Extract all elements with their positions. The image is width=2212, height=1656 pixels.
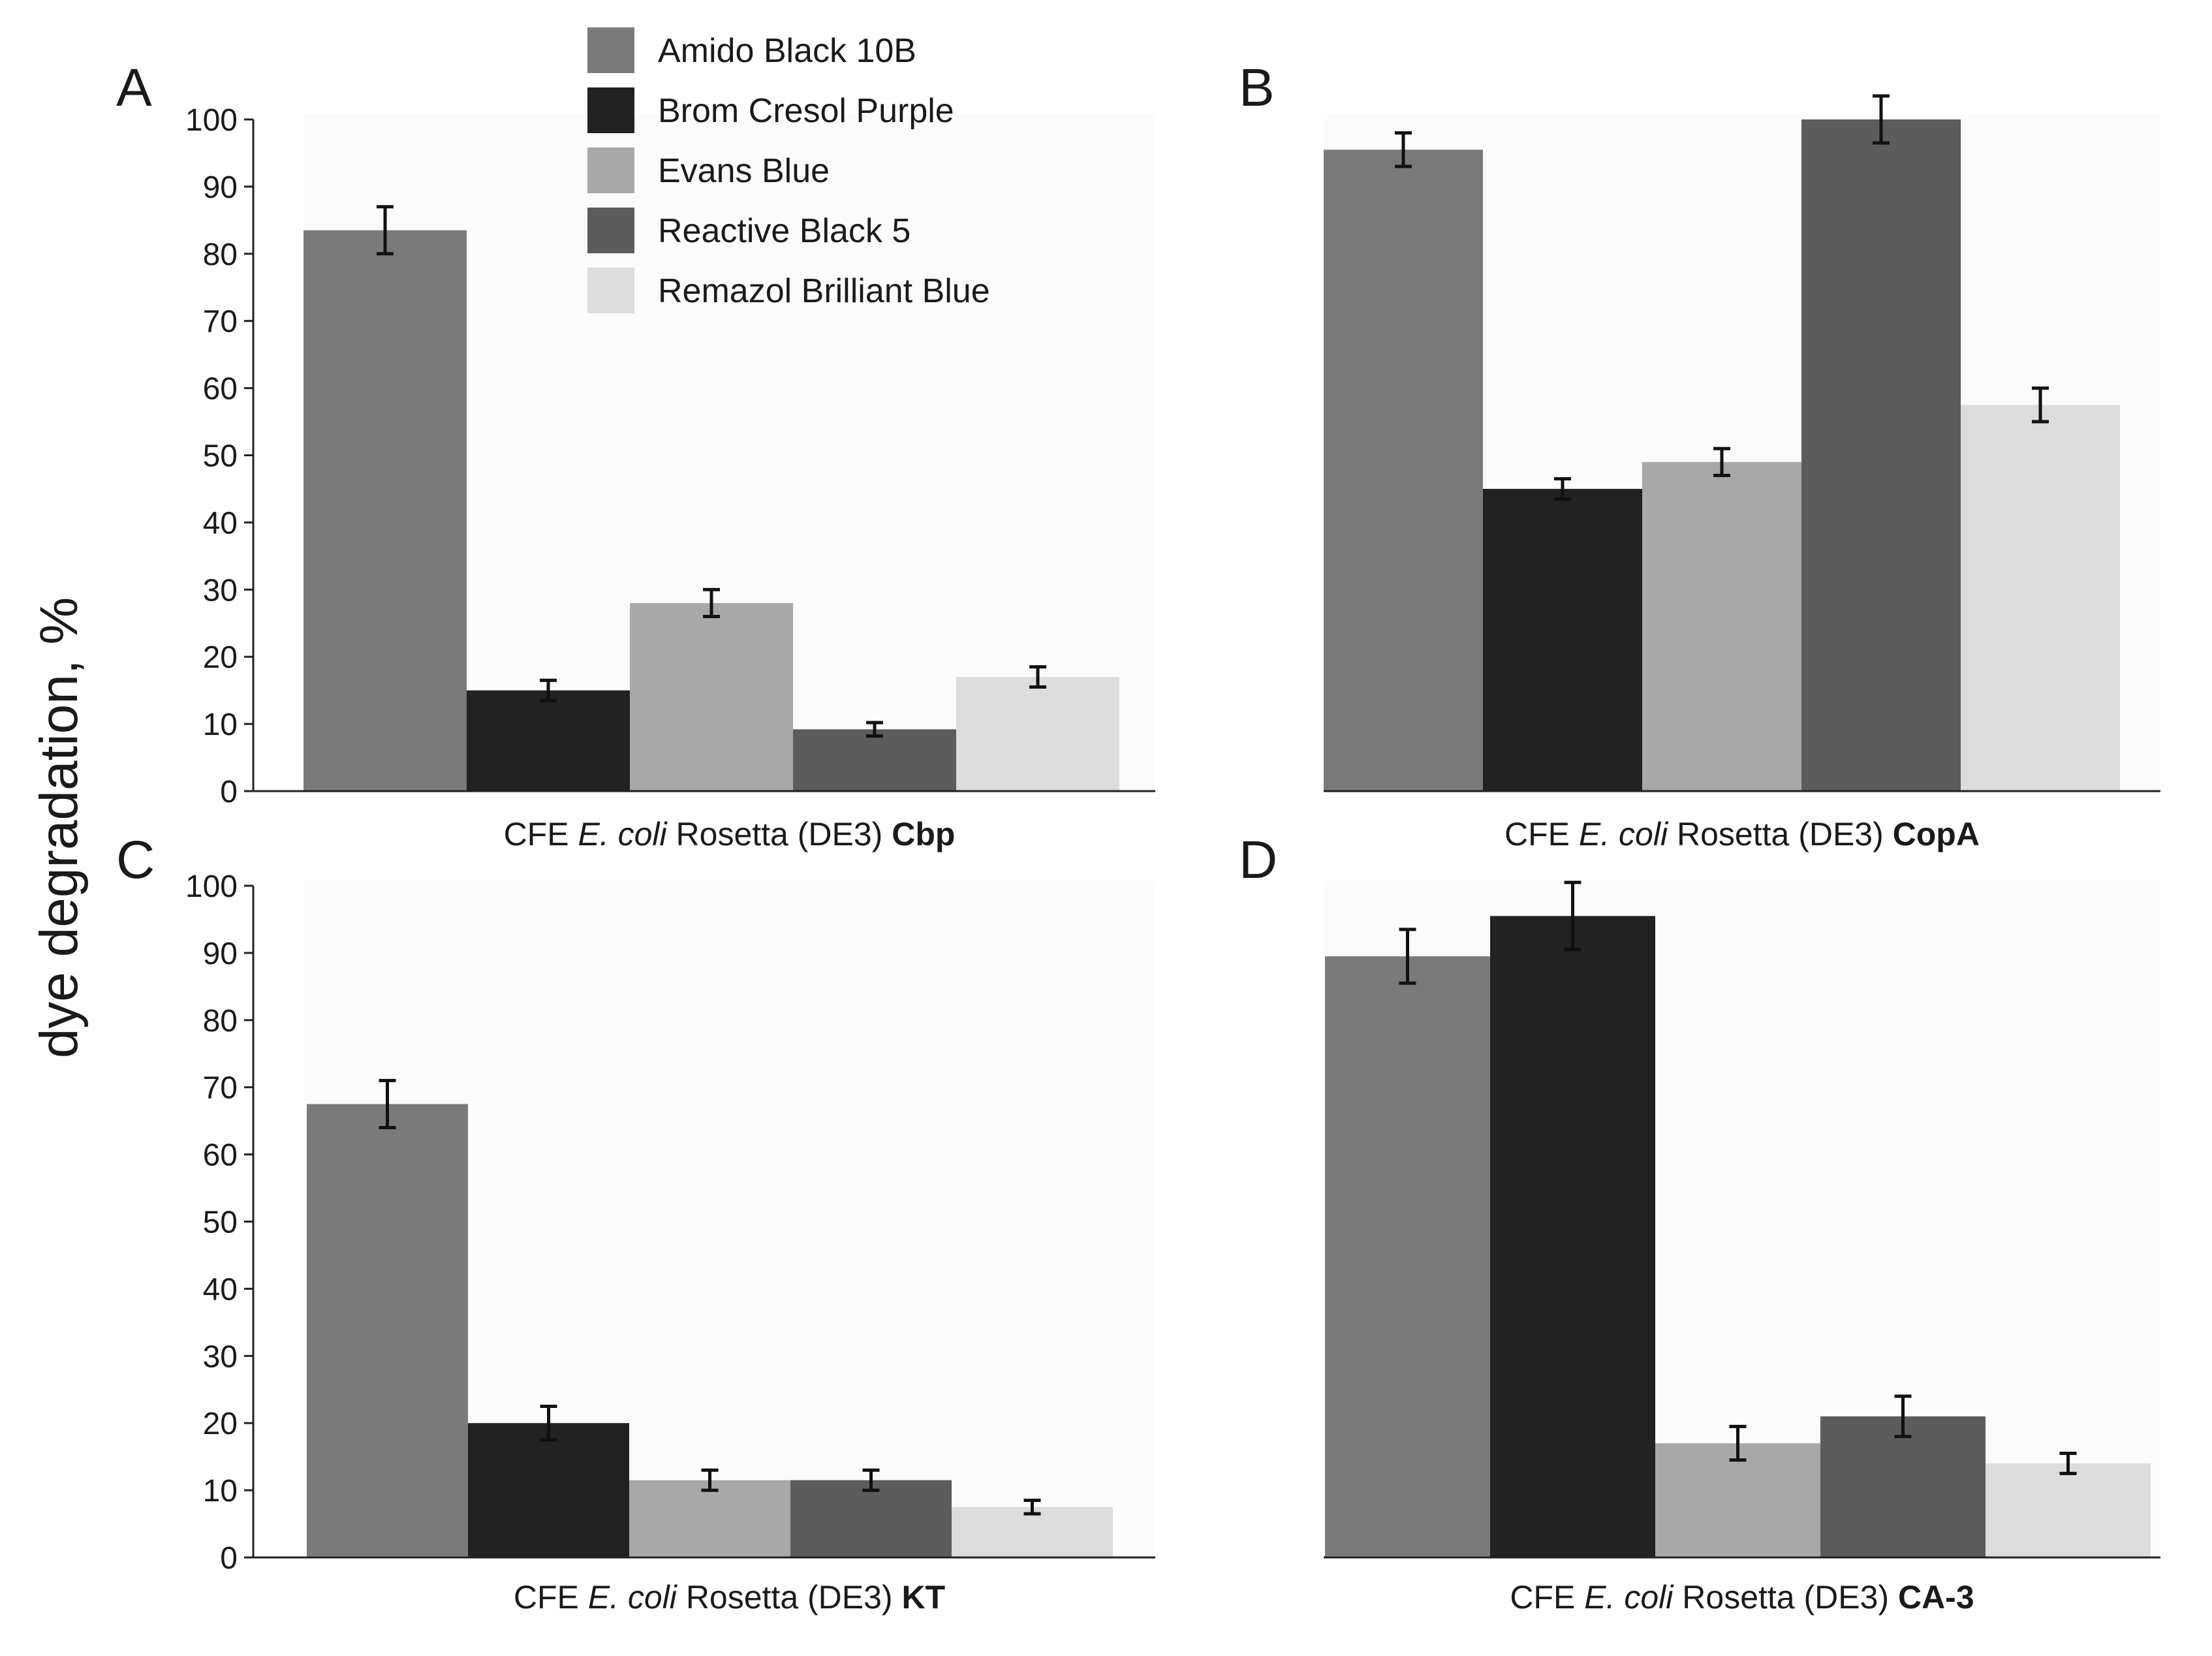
legend-label-evans-blue: Evans Blue [658, 152, 830, 190]
legend-label-remazol-brilliant-blue: Remazol Brilliant Blue [658, 272, 990, 310]
bar-B-evans-blue [1642, 461, 1801, 791]
x-axis-label-C: CFE E. coli Rosetta (DE3) KT [514, 1579, 945, 1616]
y-tick-label-C-90: 90 [203, 937, 238, 971]
legend-label-brom-cresol-purple: Brom Cresol Purple [658, 92, 954, 130]
x-axis-label-B: CFE E. coli Rosetta (DE3) CopA [1504, 816, 1980, 852]
error-bar-D-1 [1399, 928, 1416, 985]
y-tick-label-C-40: 40 [203, 1272, 238, 1307]
bar-C-reactive-black-5 [790, 1480, 952, 1557]
bar-C-remazol-brilliant-blue [952, 1507, 1113, 1557]
y-tick-label-A-60: 60 [203, 372, 238, 407]
bar-B-brom-cresol-purple [1483, 488, 1642, 791]
y-tick-label-C-0: 0 [220, 1541, 238, 1576]
y-tick-label-C-80: 80 [203, 1004, 238, 1039]
error-bar-D-5 [2059, 1452, 2077, 1475]
bar-D-remazol-brilliant-blue [1986, 1463, 2151, 1557]
error-bar-A-4 [866, 721, 883, 738]
y-tick-label-C-60: 60 [203, 1138, 238, 1173]
y-tick-label-A-0: 0 [220, 775, 238, 809]
bar-B-remazol-brilliant-blue [1961, 405, 2120, 791]
bar-A-reactive-black-5 [793, 729, 956, 791]
bar-B-amido-black-10b [1324, 149, 1483, 791]
y-tick-label-C-100: 100 [185, 869, 238, 904]
x-axis-label-A: CFE E. coli Rosetta (DE3) Cbp [504, 816, 956, 852]
bar-C-evans-blue [629, 1480, 790, 1557]
y-tick-label-A-100: 100 [185, 103, 238, 138]
error-bar-C-2 [540, 1404, 557, 1442]
legend: Amido Black 10B Brom Cresol Purple Evans B… [587, 27, 990, 313]
y-tick-label-A-50: 50 [203, 439, 238, 474]
legend-swatch-remazol-brilliant-blue [587, 268, 634, 313]
bar-D-brom-cresol-purple [1490, 916, 1655, 1557]
y-tick-label-C-50: 50 [203, 1206, 238, 1240]
error-bar-A-1 [377, 205, 394, 256]
x-axis-label-D: CFE E. coli Rosetta (DE3) CA-3 [1510, 1579, 1974, 1616]
bar-D-amido-black-10b [1325, 956, 1490, 1557]
panel-letter-B: B [1239, 58, 1275, 117]
y-tick-label-A-10: 10 [203, 708, 238, 742]
y-tick-label-A-90: 90 [203, 170, 238, 205]
error-bar-C-1 [379, 1078, 396, 1129]
bar-D-reactive-black-5 [1820, 1416, 1986, 1557]
error-bar-A-5 [1029, 665, 1046, 689]
axes [244, 118, 2160, 1559]
y-tick-label-A-30: 30 [203, 573, 238, 608]
error-bar-C-5 [1023, 1499, 1041, 1516]
error-bar-D-2 [1564, 881, 1581, 952]
y-tick-label-C-20: 20 [203, 1407, 238, 1441]
legend-label-amido-black-10b: Amido Black 10B [658, 32, 916, 70]
error-bar-A-3 [703, 587, 720, 618]
error-bar-A-2 [540, 678, 557, 702]
panel-letter-D: D [1239, 830, 1277, 890]
bar-C-brom-cresol-purple [468, 1423, 629, 1557]
bar-A-evans-blue [630, 602, 793, 791]
y-tick-label-A-80: 80 [203, 238, 238, 272]
error-bar-D-4 [1894, 1394, 1912, 1439]
legend-swatch-evans-blue [587, 148, 634, 193]
bar-C-amido-black-10b [307, 1104, 468, 1557]
y-tick-label-C-10: 10 [203, 1474, 238, 1508]
y-axis-label: dye degradation, % [29, 597, 89, 1059]
bar-A-remazol-brilliant-blue [956, 677, 1119, 791]
bar-A-brom-cresol-purple [467, 690, 630, 791]
bar-marks [304, 94, 2151, 1557]
y-tick-label-A-20: 20 [203, 640, 238, 675]
error-bar-D-3 [1729, 1424, 1747, 1462]
panel-letter-C: C [116, 830, 155, 890]
y-tick-label-C-70: 70 [203, 1071, 238, 1106]
panel-letter-A: A [116, 58, 152, 117]
error-bar-B-4 [1873, 94, 1890, 145]
error-bar-C-3 [701, 1468, 719, 1492]
error-bar-B-1 [1395, 131, 1412, 168]
error-bar-B-3 [1713, 446, 1730, 477]
y-tick-label-C-30: 30 [203, 1339, 238, 1374]
legend-swatch-brom-cresol-purple [587, 87, 634, 133]
legend-swatch-reactive-black-5 [587, 208, 634, 253]
error-bar-B-2 [1554, 477, 1571, 501]
bar-D-evans-blue [1655, 1443, 1820, 1557]
legend-label-reactive-black-5: Reactive Black 5 [658, 212, 911, 250]
bar-A-amido-black-10b [304, 230, 467, 791]
error-bar-C-4 [862, 1468, 880, 1492]
y-tick-label-A-40: 40 [203, 506, 238, 540]
legend-swatch-amido-black-10b [587, 27, 634, 73]
error-bar-B-5 [2032, 386, 2049, 424]
bar-B-reactive-black-5 [1801, 119, 1961, 791]
y-tick-label-A-70: 70 [203, 305, 238, 339]
